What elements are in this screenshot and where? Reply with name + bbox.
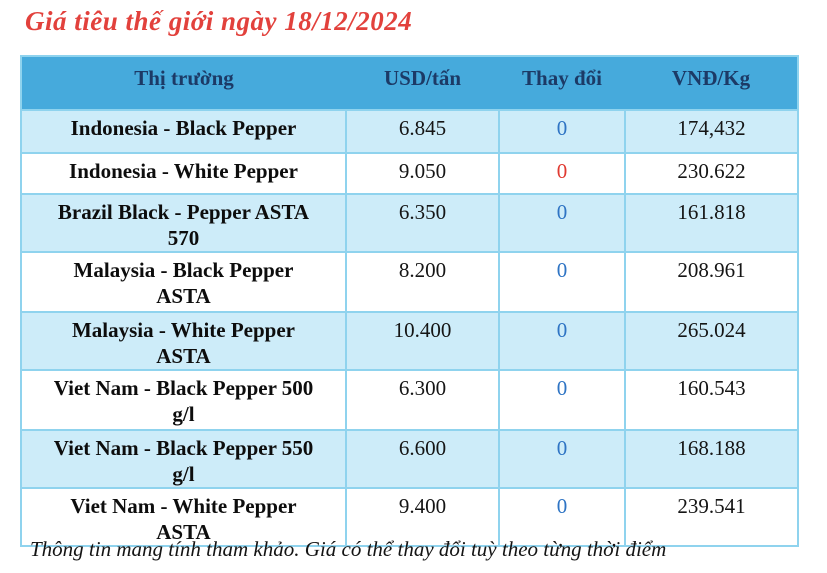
column-header-market: Thị trường	[134, 66, 234, 90]
usd-cell: 8.200	[345, 251, 500, 313]
table-row: Viet Nam - White Pepper ASTA 9.400 0 239…	[20, 487, 799, 547]
table-row: Viet Nam - Black Pepper 550 g/l 6.600 0 …	[20, 429, 799, 489]
usd-cell: 6.350	[345, 193, 500, 253]
disclaimer-note: Thông tin mang tính tham khảo. Giá có th…	[30, 537, 667, 561]
vnd-cell: 161.818	[624, 193, 799, 253]
usd-cell: 9.050	[345, 152, 500, 195]
usd-cell: 6.300	[345, 369, 500, 431]
vnd-cell: 174,432	[624, 109, 799, 154]
market-cell: Brazil Black - Pepper ASTA 570	[20, 193, 347, 253]
change-cell: 0	[498, 251, 626, 313]
change-cell: 0	[498, 429, 626, 489]
table-row: Brazil Black - Pepper ASTA 570 6.350 0 1…	[20, 193, 799, 253]
change-cell: 0	[498, 152, 626, 195]
table-row: Indonesia - Black Pepper 6.845 0 174,432	[20, 109, 799, 154]
column-header-change: Thay đổi	[522, 66, 602, 90]
market-cell: Indonesia - Black Pepper	[20, 109, 347, 154]
market-cell: Viet Nam - White Pepper ASTA	[20, 487, 347, 547]
change-cell: 0	[498, 109, 626, 154]
vnd-cell: 208.961	[624, 251, 799, 313]
usd-cell: 6.600	[345, 429, 500, 489]
market-cell: Malaysia - White Pepper ASTA	[20, 311, 347, 371]
vnd-cell: 160.543	[624, 369, 799, 431]
price-table: Thị trường USD/tấn Thay đổi VNĐ/Kg Indon…	[20, 55, 799, 547]
market-cell: Indonesia - White Pepper	[20, 152, 347, 195]
vnd-cell: 239.541	[624, 487, 799, 547]
usd-cell: 10.400	[345, 311, 500, 371]
usd-cell: 6.845	[345, 109, 500, 154]
market-cell: Viet Nam - Black Pepper 500 g/l	[20, 369, 347, 431]
table-row: Malaysia - White Pepper ASTA 10.400 0 26…	[20, 311, 799, 371]
header-row: Thị trường USD/tấn Thay đổi VNĐ/Kg	[21, 56, 798, 110]
market-cell: Malaysia - Black Pepper ASTA	[20, 251, 347, 313]
vnd-cell: 230.622	[624, 152, 799, 195]
column-header-usd: USD/tấn	[383, 66, 462, 90]
vnd-cell: 265.024	[624, 311, 799, 371]
table-row: Malaysia - Black Pepper ASTA 8.200 0 208…	[20, 251, 799, 313]
change-cell: 0	[498, 369, 626, 431]
table-row: Indonesia - White Pepper 9.050 0 230.622	[20, 152, 799, 195]
usd-cell: 9.400	[345, 487, 500, 547]
vnd-cell: 168.188	[624, 429, 799, 489]
table-row: Viet Nam - Black Pepper 500 g/l 6.300 0 …	[20, 369, 799, 431]
column-header-vnd: VNĐ/Kg	[671, 66, 751, 90]
change-cell: 0	[498, 193, 626, 253]
page-title: Giá tiêu thế giới ngày 18/12/2024	[25, 6, 413, 36]
change-cell: 0	[498, 311, 626, 371]
change-cell: 0	[498, 487, 626, 547]
market-cell: Viet Nam - Black Pepper 550 g/l	[20, 429, 347, 489]
